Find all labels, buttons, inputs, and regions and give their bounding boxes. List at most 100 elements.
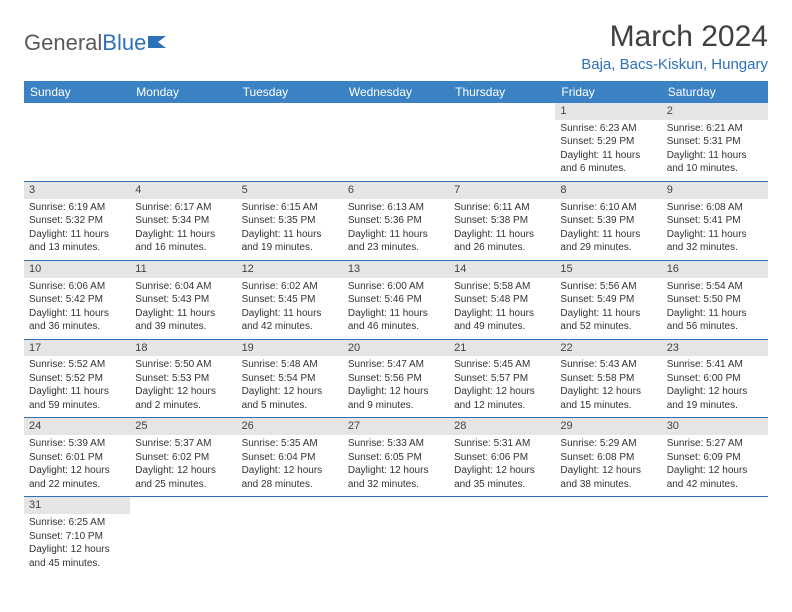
calendar-day: 7Sunrise: 6:11 AMSunset: 5:38 PMDaylight… — [449, 181, 555, 260]
calendar-empty — [555, 497, 661, 575]
daylight-line: Daylight: 11 hours and 16 minutes. — [135, 228, 231, 255]
day-number: 24 — [24, 418, 130, 435]
day-number: 8 — [555, 182, 661, 199]
sunset-line: Sunset: 6:06 PM — [454, 451, 550, 465]
sunset-line: Sunset: 5:49 PM — [560, 293, 656, 307]
calendar-day: 29Sunrise: 5:29 AMSunset: 6:08 PMDayligh… — [555, 418, 661, 497]
calendar-day: 28Sunrise: 5:31 AMSunset: 6:06 PMDayligh… — [449, 418, 555, 497]
sunset-line: Sunset: 6:09 PM — [667, 451, 763, 465]
month-title: March 2024 — [581, 20, 768, 54]
daylight-line: Daylight: 11 hours and 36 minutes. — [29, 307, 125, 334]
day-number: 22 — [555, 340, 661, 357]
sunrise-line: Sunrise: 5:54 AM — [667, 280, 763, 294]
sunset-line: Sunset: 5:46 PM — [348, 293, 444, 307]
daylight-line: Daylight: 11 hours and 59 minutes. — [29, 385, 125, 412]
calendar-day: 30Sunrise: 5:27 AMSunset: 6:09 PMDayligh… — [662, 418, 768, 497]
calendar-day: 1Sunrise: 6:23 AMSunset: 5:29 PMDaylight… — [555, 103, 661, 181]
calendar-day: 13Sunrise: 6:00 AMSunset: 5:46 PMDayligh… — [343, 260, 449, 339]
day-number: 7 — [449, 182, 555, 199]
calendar-head: SundayMondayTuesdayWednesdayThursdayFrid… — [24, 81, 768, 103]
calendar-empty — [343, 497, 449, 575]
sunrise-line: Sunrise: 6:13 AM — [348, 201, 444, 215]
daylight-line: Daylight: 11 hours and 6 minutes. — [560, 149, 656, 176]
sunset-line: Sunset: 6:01 PM — [29, 451, 125, 465]
daylight-line: Daylight: 11 hours and 19 minutes. — [242, 228, 338, 255]
day-number: 10 — [24, 261, 130, 278]
daylight-line: Daylight: 12 hours and 32 minutes. — [348, 464, 444, 491]
sunset-line: Sunset: 5:29 PM — [560, 135, 656, 149]
sunset-line: Sunset: 5:50 PM — [667, 293, 763, 307]
calendar-day: 21Sunrise: 5:45 AMSunset: 5:57 PMDayligh… — [449, 339, 555, 418]
calendar-body: 1Sunrise: 6:23 AMSunset: 5:29 PMDaylight… — [24, 103, 768, 575]
sunset-line: Sunset: 6:08 PM — [560, 451, 656, 465]
sunrise-line: Sunrise: 6:19 AM — [29, 201, 125, 215]
calendar-day: 26Sunrise: 5:35 AMSunset: 6:04 PMDayligh… — [237, 418, 343, 497]
logo-text-1: General — [24, 30, 102, 56]
sunset-line: Sunset: 6:04 PM — [242, 451, 338, 465]
calendar-day: 10Sunrise: 6:06 AMSunset: 5:42 PMDayligh… — [24, 260, 130, 339]
daylight-line: Daylight: 11 hours and 10 minutes. — [667, 149, 763, 176]
day-number: 20 — [343, 340, 449, 357]
calendar-day: 4Sunrise: 6:17 AMSunset: 5:34 PMDaylight… — [130, 181, 236, 260]
sunset-line: Sunset: 6:02 PM — [135, 451, 231, 465]
calendar-day: 8Sunrise: 6:10 AMSunset: 5:39 PMDaylight… — [555, 181, 661, 260]
daylight-line: Daylight: 11 hours and 32 minutes. — [667, 228, 763, 255]
location: Baja, Bacs-Kiskun, Hungary — [581, 56, 768, 73]
calendar-empty — [130, 103, 236, 181]
calendar-empty — [343, 103, 449, 181]
day-number: 11 — [130, 261, 236, 278]
day-number: 21 — [449, 340, 555, 357]
day-number: 13 — [343, 261, 449, 278]
sunset-line: Sunset: 5:32 PM — [29, 214, 125, 228]
weekday-header: Tuesday — [237, 81, 343, 103]
sunset-line: Sunset: 5:54 PM — [242, 372, 338, 386]
day-number: 3 — [24, 182, 130, 199]
sunrise-line: Sunrise: 6:25 AM — [29, 516, 125, 530]
daylight-line: Daylight: 12 hours and 12 minutes. — [454, 385, 550, 412]
calendar-empty — [449, 103, 555, 181]
calendar-day: 23Sunrise: 5:41 AMSunset: 6:00 PMDayligh… — [662, 339, 768, 418]
sunrise-line: Sunrise: 5:47 AM — [348, 358, 444, 372]
daylight-line: Daylight: 11 hours and 39 minutes. — [135, 307, 231, 334]
sunrise-line: Sunrise: 5:31 AM — [454, 437, 550, 451]
sunrise-line: Sunrise: 5:50 AM — [135, 358, 231, 372]
sunset-line: Sunset: 5:57 PM — [454, 372, 550, 386]
sunrise-line: Sunrise: 5:48 AM — [242, 358, 338, 372]
day-number: 9 — [662, 182, 768, 199]
day-number: 27 — [343, 418, 449, 435]
daylight-line: Daylight: 11 hours and 26 minutes. — [454, 228, 550, 255]
calendar-empty — [130, 497, 236, 575]
sunrise-line: Sunrise: 6:10 AM — [560, 201, 656, 215]
sunset-line: Sunset: 5:58 PM — [560, 372, 656, 386]
calendar-day: 3Sunrise: 6:19 AMSunset: 5:32 PMDaylight… — [24, 181, 130, 260]
calendar-day: 22Sunrise: 5:43 AMSunset: 5:58 PMDayligh… — [555, 339, 661, 418]
calendar-empty — [449, 497, 555, 575]
calendar-empty — [237, 497, 343, 575]
logo: GeneralBlue — [24, 20, 170, 56]
sunrise-line: Sunrise: 6:11 AM — [454, 201, 550, 215]
daylight-line: Daylight: 12 hours and 9 minutes. — [348, 385, 444, 412]
calendar-day: 25Sunrise: 5:37 AMSunset: 6:02 PMDayligh… — [130, 418, 236, 497]
daylight-line: Daylight: 11 hours and 42 minutes. — [242, 307, 338, 334]
sunset-line: Sunset: 5:53 PM — [135, 372, 231, 386]
day-number: 23 — [662, 340, 768, 357]
daylight-line: Daylight: 11 hours and 29 minutes. — [560, 228, 656, 255]
sunrise-line: Sunrise: 5:33 AM — [348, 437, 444, 451]
sunset-line: Sunset: 5:35 PM — [242, 214, 338, 228]
daylight-line: Daylight: 11 hours and 56 minutes. — [667, 307, 763, 334]
sunrise-line: Sunrise: 6:17 AM — [135, 201, 231, 215]
calendar-day: 19Sunrise: 5:48 AMSunset: 5:54 PMDayligh… — [237, 339, 343, 418]
logo-text-2: Blue — [102, 30, 146, 56]
sunrise-line: Sunrise: 6:04 AM — [135, 280, 231, 294]
sunrise-line: Sunrise: 5:56 AM — [560, 280, 656, 294]
calendar-day: 18Sunrise: 5:50 AMSunset: 5:53 PMDayligh… — [130, 339, 236, 418]
sunset-line: Sunset: 5:42 PM — [29, 293, 125, 307]
day-number: 28 — [449, 418, 555, 435]
sunrise-line: Sunrise: 5:35 AM — [242, 437, 338, 451]
calendar-day: 9Sunrise: 6:08 AMSunset: 5:41 PMDaylight… — [662, 181, 768, 260]
day-number: 5 — [237, 182, 343, 199]
calendar-empty — [24, 103, 130, 181]
day-number: 19 — [237, 340, 343, 357]
day-number: 18 — [130, 340, 236, 357]
sunset-line: Sunset: 5:56 PM — [348, 372, 444, 386]
